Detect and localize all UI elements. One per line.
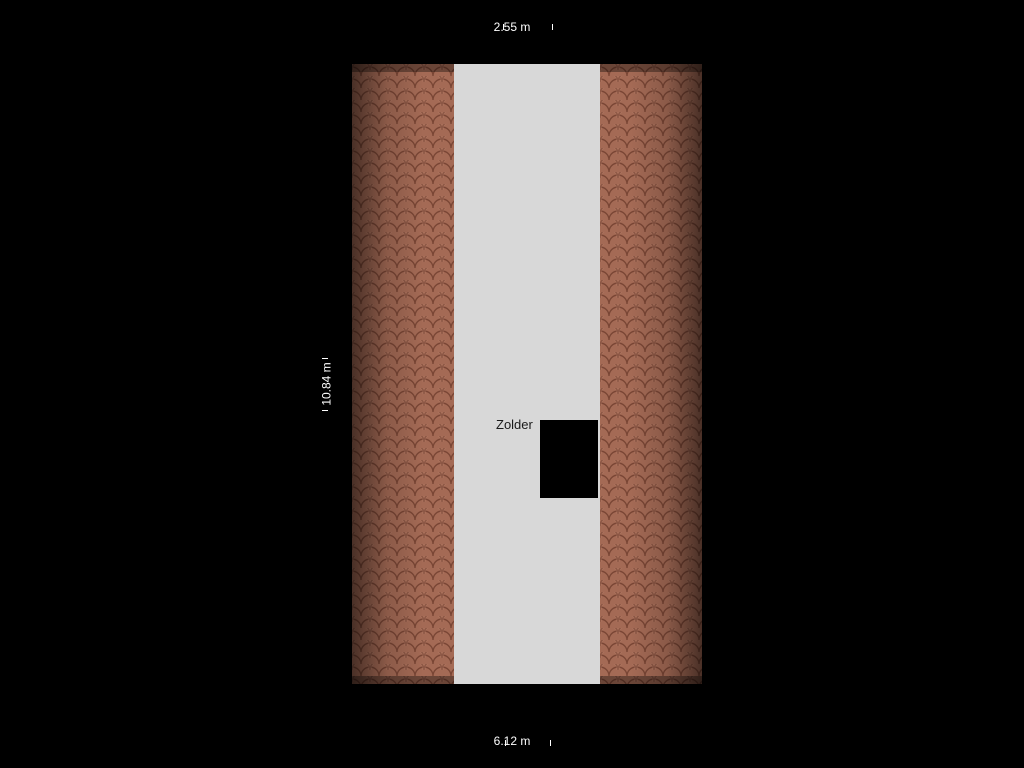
- tick: [505, 740, 506, 746]
- dimension-bottom: 6.12 m: [0, 734, 1024, 748]
- roof-edge: [352, 64, 454, 72]
- plan: Zolder: [352, 64, 702, 684]
- tick: [322, 410, 328, 411]
- dimension-top: 2.55 m: [0, 20, 1024, 34]
- dimension-left: 10.84 m: [320, 362, 334, 405]
- roof-tiles-icon: [600, 64, 702, 684]
- roof-right: [600, 64, 702, 684]
- roof-edge: [600, 64, 702, 72]
- tick: [552, 24, 553, 30]
- tick: [322, 358, 328, 359]
- roof-edge: [600, 676, 702, 684]
- roof-edge: [352, 676, 454, 684]
- floorplan-stage: 2.55 m 6.12 m 10.84 m Zolder: [0, 0, 1024, 768]
- stair-opening: [540, 420, 598, 498]
- tick: [550, 740, 551, 746]
- room-label-zolder: Zolder: [496, 417, 533, 432]
- tick: [503, 24, 504, 30]
- roof-left: [352, 64, 454, 684]
- roof-tiles-icon: [352, 64, 454, 684]
